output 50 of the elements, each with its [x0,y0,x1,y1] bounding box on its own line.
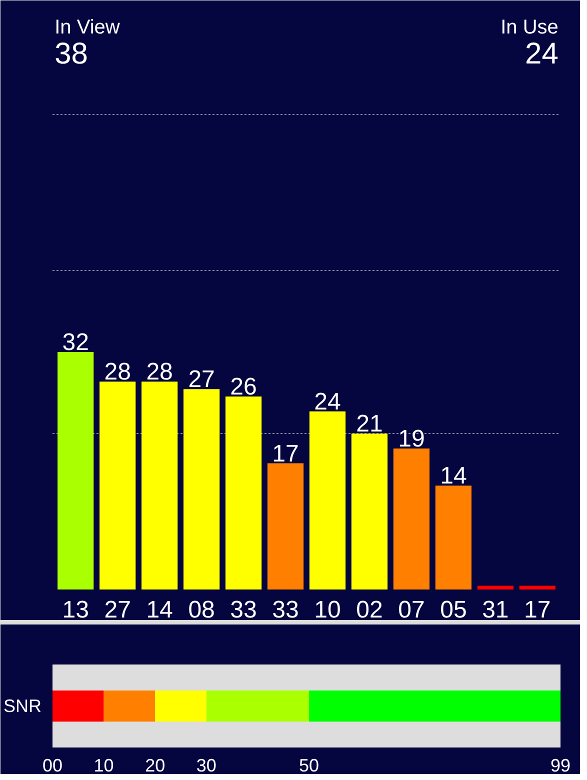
bar [309,411,346,590]
bar [52,690,104,722]
bar [183,389,220,590]
bar [155,690,206,722]
x-tick-label: 33 [230,596,257,624]
data-label: 26 [230,374,257,400]
annotation: 24 [525,38,558,70]
y-axis-title: SNR [3,696,42,716]
bar [58,352,94,590]
bar [267,463,304,590]
x-tick-label: 10 [94,756,114,776]
data-label: 28 [104,358,131,386]
x-tick-label: 31 [482,596,509,624]
bar [142,382,178,590]
x-tick-label: 50 [299,756,320,776]
bar [100,382,136,590]
data-label: 21 [356,410,383,438]
annotation: 38 [54,38,88,70]
data-label: 27 [188,366,215,394]
x-tick-label: 33 [272,596,299,624]
x-tick-label: 08 [188,596,215,624]
x-tick-label: 02 [356,596,383,624]
bar [206,690,310,722]
annotation: In View [54,16,120,38]
x-tick-label: 17 [524,596,551,624]
annotation: In Use [500,16,558,38]
x-tick-label: 05 [440,596,467,624]
data-label: 17 [272,440,299,468]
x-tick-label: 00 [42,756,63,776]
x-tick-label: 30 [196,756,216,776]
x-tick-label: 20 [145,756,166,776]
bar [393,448,430,590]
x-tick-label: 10 [314,596,341,624]
bar [225,396,262,590]
data-label: 32 [62,328,89,356]
bar [309,690,560,722]
bar [477,586,514,590]
bar [519,586,556,590]
x-tick-label: 14 [146,596,173,624]
x-tick-label: 99 [550,756,571,776]
x-tick-label: 13 [62,596,89,624]
bar [104,690,156,722]
x-tick-label: 07 [398,596,425,624]
data-label: 14 [440,462,467,490]
data-label: 28 [146,358,173,386]
bar [351,434,388,590]
data-label: 19 [398,425,425,452]
bar [435,486,472,590]
data-label: 24 [314,388,341,416]
x-tick-label: 27 [104,596,131,624]
